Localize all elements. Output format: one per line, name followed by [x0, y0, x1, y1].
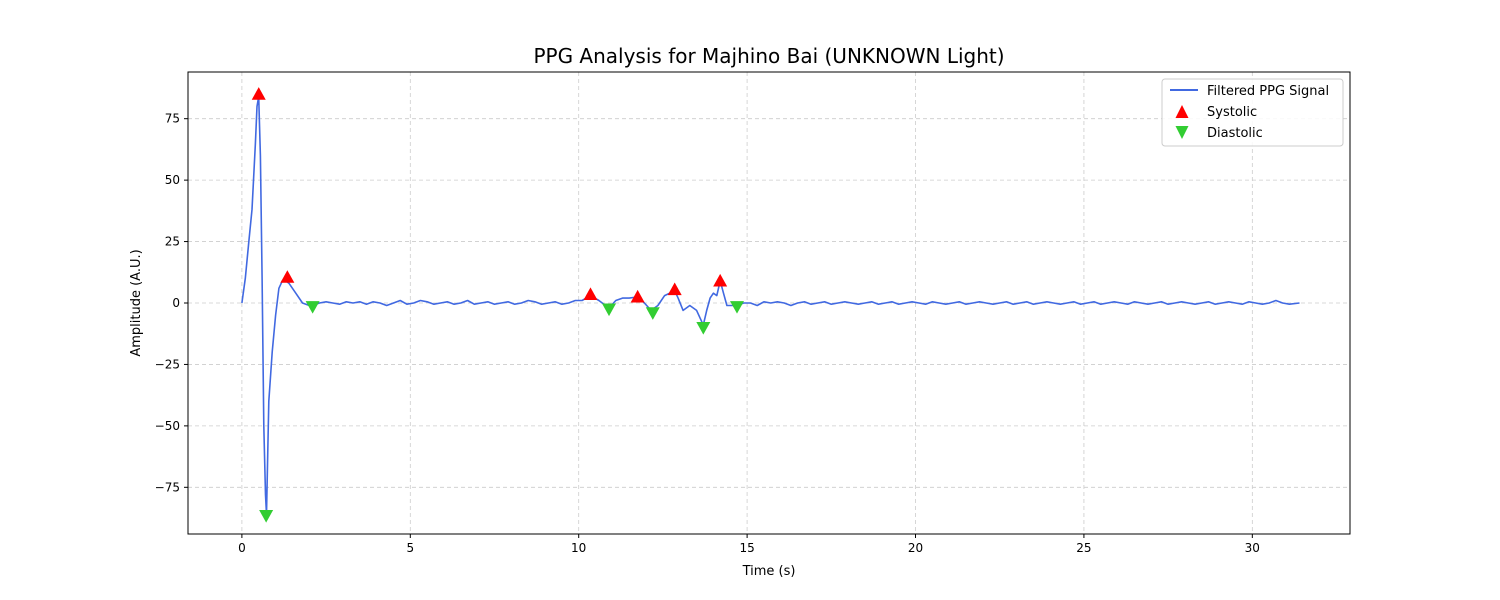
diastolic-marker: [305, 301, 320, 314]
y-tick-label-5: 50: [165, 173, 180, 187]
y-tick-label-1: −50: [155, 419, 180, 433]
x-axis-ticks: 0 5 10 15 20 25 30: [238, 534, 1260, 555]
x-tick-label-2: 10: [571, 541, 586, 555]
x-tick-label-0: 0: [238, 541, 246, 555]
legend-systolic-swatch: [1175, 105, 1189, 118]
y-axis-ticks: −75 −50 −25 0 25 50 75: [155, 112, 188, 494]
systolic-marker: [583, 287, 598, 300]
diastolic-marker: [259, 509, 274, 523]
systolic-marker: [251, 87, 266, 100]
legend-label-diastolic: Diastolic: [1207, 126, 1263, 141]
x-tick-label-4: 20: [908, 541, 923, 555]
y-tick-label-3: 0: [172, 296, 180, 310]
diastolic-marker: [602, 303, 617, 317]
y-tick-label-6: 75: [165, 112, 180, 126]
systolic-marker: [630, 289, 645, 303]
x-tick-label-6: 30: [1245, 541, 1260, 555]
y-tick-label-0: −75: [155, 480, 180, 494]
legend-label-signal: Filtered PPG Signal: [1207, 84, 1329, 99]
x-axis-label: Time (s): [742, 564, 796, 579]
legend-box: [1161, 78, 1344, 147]
filtered-ppg-line: [241, 95, 1300, 516]
legend-diastolic-swatch: [1175, 126, 1189, 139]
chart-title: PPG Analysis for Majhino Bai (UNKNOWN Li…: [533, 44, 1004, 68]
diastolic-marker: [730, 301, 745, 314]
systolic-marker: [280, 270, 295, 283]
x-tick-label-3: 15: [739, 541, 754, 555]
peak-markers: [251, 87, 745, 523]
x-tick-label-5: 25: [1076, 541, 1091, 555]
signal-layer: [241, 95, 1300, 516]
x-tick-label-1: 5: [406, 541, 414, 555]
y-axis-label: Amplitude (A.U.): [129, 249, 144, 356]
legend: Filtered PPG Signal Systolic Diastolic: [1161, 78, 1344, 147]
y-tick-label-2: −25: [155, 357, 180, 371]
legend-label-systolic: Systolic: [1207, 105, 1257, 120]
diastolic-marker: [696, 321, 711, 335]
y-tick-label-4: 25: [165, 235, 180, 249]
diastolic-marker: [645, 307, 660, 320]
systolic-marker: [667, 282, 682, 296]
systolic-marker: [713, 273, 728, 287]
